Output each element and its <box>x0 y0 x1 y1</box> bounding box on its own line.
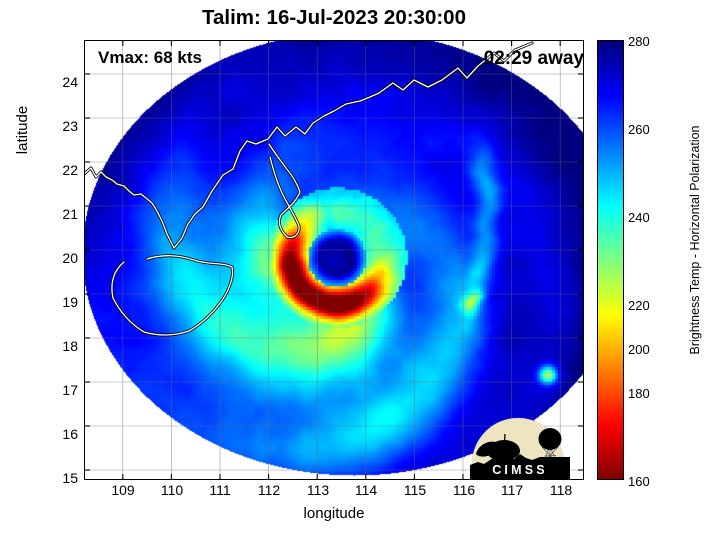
svg-text:CIMSS: CIMSS <box>492 463 548 477</box>
